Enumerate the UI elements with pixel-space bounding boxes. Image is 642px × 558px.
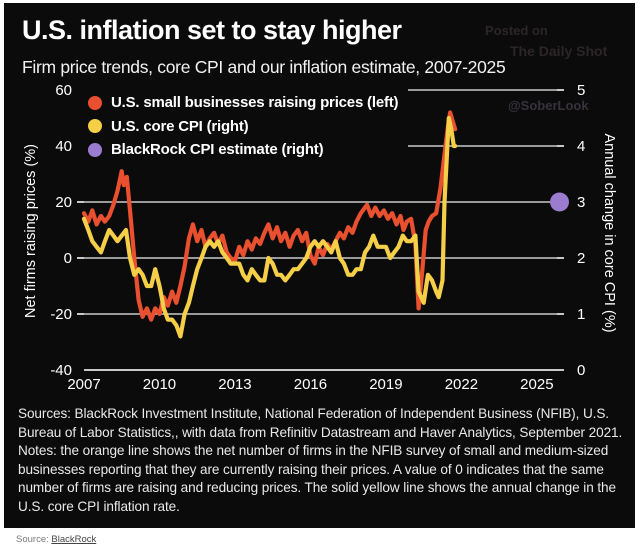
notes-line: U.S. core CPI inflation rate.: [18, 498, 180, 514]
chart-title: U.S. inflation set to stay higher: [22, 15, 402, 45]
x-tick-label: 2013: [218, 376, 251, 393]
x-tick-label: 2010: [143, 376, 176, 393]
series-line-u-s-small-businesses-raising-prices: [81, 110, 458, 322]
right-tick-label: 2: [577, 250, 585, 267]
left-axis-title: Net firms raising prices (%): [23, 143, 39, 319]
left-tick-label: 20: [55, 194, 72, 211]
watermark-daily-shot: The Daily Shot: [510, 43, 608, 59]
source-label: Source:: [16, 534, 49, 545]
left-tick-label: -40: [50, 362, 72, 379]
left-tick-label: 0: [64, 250, 72, 267]
legend-item-core-cpi: U.S. core CPI (right): [88, 117, 398, 137]
right-axis-title: Annual change in core CPI (%): [601, 133, 617, 333]
legend-label: BlackRock CPI estimate (right): [111, 141, 324, 159]
right-tick-label: 1: [577, 306, 585, 323]
legend-label: U.S. core CPI (right): [111, 117, 249, 135]
plot-area: 60 40 20 0 -20 -40 5 4 3 2 1 0 2007 2010 2013 2016 2019 2…: [50, 82, 585, 393]
right-tick-label: 4: [577, 138, 585, 155]
right-tick-label: 3: [577, 194, 585, 211]
right-tick-label: 5: [577, 82, 585, 99]
x-tick-label: 2007: [67, 376, 100, 393]
legend-item-small-businesses: U.S. small businesses raising prices (le…: [88, 93, 399, 113]
chart-panel: 60 40 20 0 -20 -40 5 4 3 2 1 0 2007 2010 2013 2016 2019 2…: [4, 3, 635, 528]
source-link[interactable]: BlackRock: [51, 534, 97, 545]
chart-notes: Sources: BlackRock Investment Institute,…: [18, 405, 622, 517]
left-tick-label: 60: [55, 82, 72, 99]
x-tick-label: 2016: [294, 376, 327, 393]
notes-line: Notes: the orange line shows the net num…: [18, 443, 609, 459]
x-tick-label: 2022: [445, 376, 478, 393]
series-line-u-s-core-cpi: [81, 115, 458, 339]
x-tick-label: 2019: [369, 376, 402, 393]
legend-dot-yellow-icon: [88, 119, 102, 134]
left-tick-label: 40: [55, 138, 72, 155]
legend-dot-purple-icon: [88, 142, 102, 157]
notes-line: Sources: BlackRock Investment Institute,…: [18, 406, 609, 421]
left-tick-label: -20: [50, 306, 72, 323]
chart-subtitle: Firm price trends, core CPI and our infl…: [22, 57, 506, 77]
x-tick-label: 2025: [520, 376, 553, 393]
notes-line: businesses reporting that they are curre…: [18, 461, 604, 477]
source-footer: Source: BlackRock: [16, 534, 96, 545]
notes-line: Bureau of Labor Statistics,, with data f…: [18, 424, 623, 440]
estimate-dot-blackrock-cpi-estimate: [550, 192, 569, 212]
legend-dot-orange-icon: [88, 95, 102, 110]
watermark-posted-on: Posted on: [485, 23, 548, 38]
watermark-handle: @SoberLook: [508, 98, 589, 113]
legend: U.S. small businesses raising prices (le…: [88, 93, 399, 160]
notes-line: number of firms are raising and reducing…: [18, 480, 616, 496]
right-tick-label: 0: [577, 362, 585, 379]
legend-item-blackrock-estimate: BlackRock CPI estimate (right): [88, 140, 398, 160]
legend-label: U.S. small businesses raising prices (le…: [111, 94, 399, 112]
